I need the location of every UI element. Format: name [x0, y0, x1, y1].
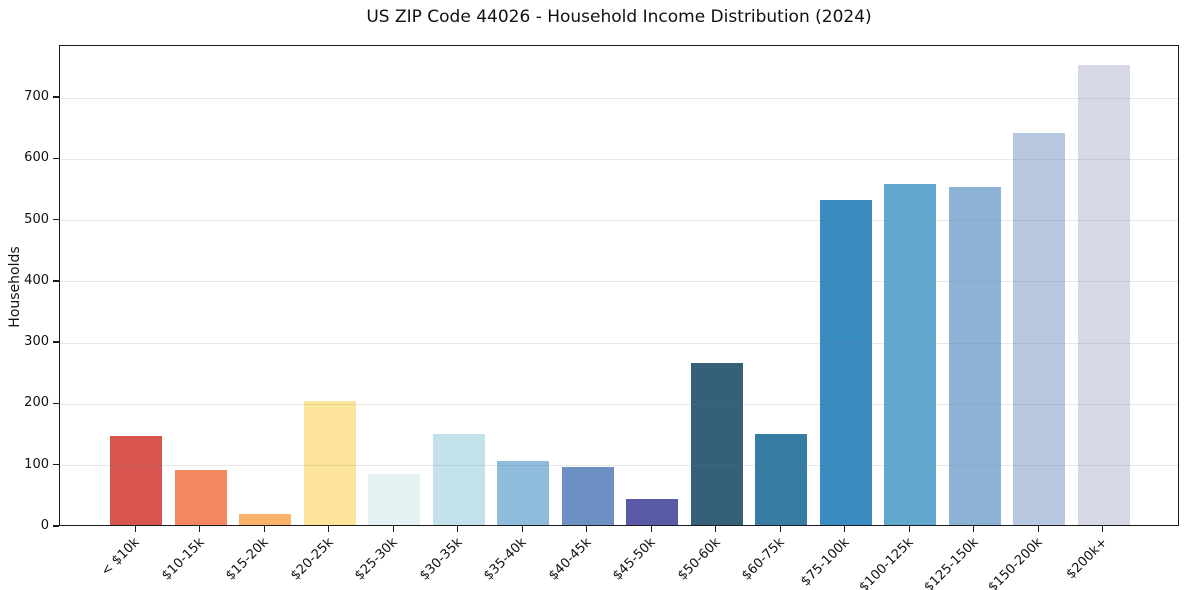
bar — [690, 362, 743, 525]
bar — [303, 400, 356, 525]
x-tick-label: < $10k — [98, 535, 143, 580]
x-tick-mark — [715, 526, 717, 532]
y-tick-mark — [53, 157, 59, 160]
gridline — [60, 465, 1178, 467]
gridline — [60, 97, 1178, 99]
x-tick-mark — [586, 526, 588, 532]
x-tick-mark — [457, 526, 459, 532]
y-tick-mark — [53, 464, 59, 466]
x-tick-mark — [1037, 526, 1039, 532]
y-tick-mark — [53, 402, 59, 405]
y-tick-label: 0 — [40, 518, 49, 533]
bar — [1013, 132, 1066, 525]
gridline — [60, 220, 1178, 222]
bar — [626, 499, 679, 525]
y-tick-label: 400 — [24, 272, 49, 288]
bar — [755, 434, 808, 525]
gridline — [60, 342, 1178, 344]
bar — [1077, 65, 1130, 525]
bar — [368, 474, 421, 525]
y-tick-mark — [53, 341, 59, 343]
y-tick-label: 200 — [24, 395, 49, 411]
y-tick-label: 500 — [24, 211, 49, 227]
bar — [561, 466, 614, 525]
bar — [884, 183, 937, 525]
plot-area — [59, 45, 1179, 526]
x-tick-mark — [392, 526, 394, 532]
x-tick-mark — [779, 526, 781, 532]
x-tick-mark — [199, 526, 201, 532]
y-tick-label: 300 — [24, 334, 49, 350]
y-tick-label: 600 — [24, 150, 49, 166]
x-tick-mark — [1102, 526, 1104, 532]
y-tick-mark — [53, 280, 59, 282]
bar — [110, 436, 163, 525]
x-tick-mark — [844, 526, 846, 532]
x-tick-mark — [973, 526, 975, 532]
gridline — [60, 281, 1178, 283]
gridline — [60, 403, 1178, 405]
x-tick-mark — [908, 526, 910, 532]
chart-title: US ZIP Code 44026 - Household Income Dis… — [366, 7, 872, 27]
bar — [948, 186, 1001, 525]
x-tick-mark — [650, 526, 652, 532]
y-tick-mark — [53, 525, 59, 527]
y-tick-label: 700 — [24, 89, 49, 105]
y-tick-mark — [53, 218, 59, 221]
bar — [239, 513, 292, 525]
x-tick-mark — [134, 526, 136, 532]
x-tick-mark — [328, 526, 330, 532]
y-tick-label: 100 — [24, 456, 49, 472]
bar — [819, 200, 872, 525]
bar — [174, 469, 227, 525]
gridline — [60, 158, 1178, 160]
bar — [497, 460, 550, 525]
x-tick-mark — [263, 526, 265, 532]
x-tick-mark — [521, 526, 523, 532]
bar — [432, 434, 485, 525]
y-tick-mark — [53, 96, 59, 98]
